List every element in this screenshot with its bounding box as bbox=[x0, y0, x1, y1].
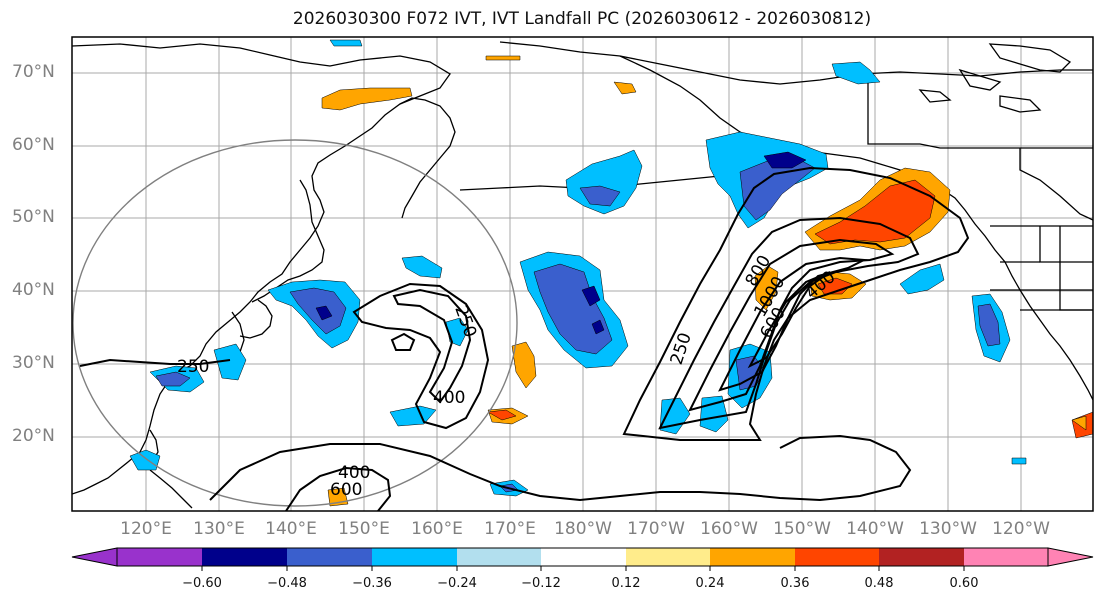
chart-title: 2026030300 F072 IVT, IVT Landfall PC (20… bbox=[292, 9, 872, 29]
map-frame bbox=[71, 36, 1094, 512]
lon-label-180w: 180°W bbox=[554, 519, 612, 539]
lat-label-50n: 50°N bbox=[12, 207, 55, 227]
colorbar-tick-p048: 0.48 bbox=[864, 576, 894, 591]
colorbar-min-extension bbox=[71, 547, 118, 567]
colorbar-bin-9 bbox=[795, 548, 879, 566]
contour-label-600-south: 600 bbox=[330, 480, 362, 500]
colorbar-max-extension bbox=[1047, 547, 1094, 567]
colorbar-bin-5 bbox=[457, 548, 541, 566]
lon-label-130e: 130°E bbox=[193, 519, 245, 539]
colorbar-tick-n012: −0.12 bbox=[521, 576, 561, 591]
colorbar-tick-n024: −0.24 bbox=[437, 576, 477, 591]
lon-label-140e: 140°E bbox=[265, 519, 317, 539]
contour-label-400-pacific: 400 bbox=[433, 388, 465, 408]
colorbar-frame bbox=[116, 547, 1049, 567]
lat-label-70n: 70°N bbox=[12, 62, 55, 82]
colorbar-tick-p012: 0.12 bbox=[611, 576, 641, 591]
colorbar-bin-1 bbox=[117, 548, 202, 566]
colorbar bbox=[71, 547, 1094, 571]
lon-label-170w: 170°W bbox=[627, 519, 685, 539]
colorbar-bin-2 bbox=[202, 548, 287, 566]
lat-label-60n: 60°N bbox=[12, 135, 55, 155]
colorbar-bin-11 bbox=[964, 548, 1048, 566]
lon-label-130w: 130°W bbox=[919, 519, 977, 539]
lon-label-160w: 160°W bbox=[700, 519, 758, 539]
lon-label-150w: 150°W bbox=[773, 519, 831, 539]
lon-label-120e: 120°E bbox=[120, 519, 172, 539]
lon-label-170e: 170°E bbox=[484, 519, 536, 539]
colorbar-tick-p060: 0.60 bbox=[949, 576, 979, 591]
gridlines bbox=[72, 37, 1093, 511]
colorbar-tick-p024: 0.24 bbox=[695, 576, 725, 591]
lon-label-120w: 120°W bbox=[992, 519, 1050, 539]
ivt-pc-shading bbox=[129, 39, 1093, 507]
colorbar-tick-n048: −0.48 bbox=[267, 576, 307, 591]
colorbar-bin-8 bbox=[710, 548, 795, 566]
lon-label-160e: 160°E bbox=[411, 519, 463, 539]
lat-label-40n: 40°N bbox=[12, 280, 55, 300]
colorbar-bin-4 bbox=[372, 548, 457, 566]
contour-label-400-south: 400 bbox=[338, 463, 370, 483]
colorbar-tick-p036: 0.36 bbox=[780, 576, 810, 591]
lat-label-20n: 20°N bbox=[12, 426, 55, 446]
lon-label-140w: 140°W bbox=[846, 519, 904, 539]
colorbar-bin-3 bbox=[287, 548, 372, 566]
landfall-circle bbox=[72, 139, 518, 507]
colorbar-tick-n060: −0.60 bbox=[182, 576, 222, 591]
lat-label-30n: 30°N bbox=[12, 353, 55, 373]
colorbar-bin-7 bbox=[626, 548, 710, 566]
ivt-contours bbox=[79, 166, 970, 511]
contour-label-250-asia: 250 bbox=[177, 357, 209, 377]
colorbar-tick-n036: −0.36 bbox=[352, 576, 392, 591]
lon-label-150e: 150°E bbox=[338, 519, 390, 539]
colorbar-bin-10 bbox=[879, 548, 964, 566]
colorbar-bin-6 bbox=[541, 548, 626, 566]
